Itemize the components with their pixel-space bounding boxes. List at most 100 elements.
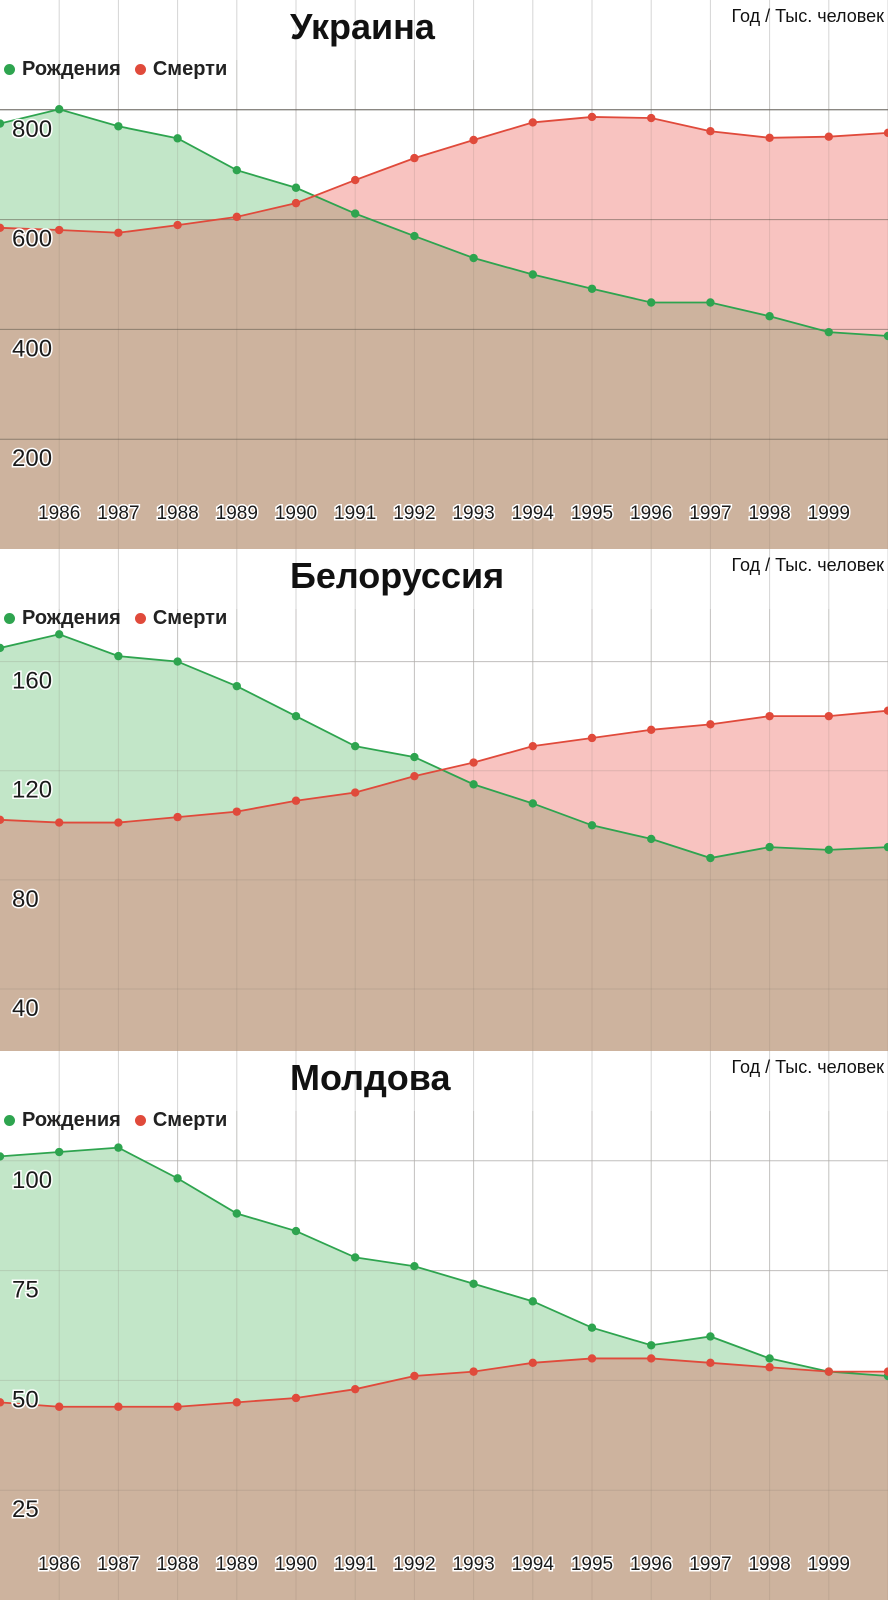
data-point-births: [55, 1147, 64, 1157]
data-point-deaths: [232, 807, 241, 816]
y-tick-label: 800: [12, 116, 52, 143]
data-point-deaths: [114, 818, 123, 827]
data-point-deaths: [351, 1384, 360, 1394]
data-point-births: [528, 1297, 537, 1306]
data-point-deaths: [765, 133, 774, 142]
area-overlap: [0, 195, 888, 549]
x-tick-label: 1989: [216, 503, 258, 524]
data-point-births: [351, 741, 360, 751]
data-point-births: [0, 643, 5, 653]
y-tick-label: 200: [12, 445, 52, 472]
data-point-deaths: [647, 113, 656, 123]
legend-marker-deaths: [134, 1115, 146, 1126]
chart-panel-ukraine: 800 600 400 200 1986 1987 1988 1989 1990 1991 1992…: [0, 0, 888, 549]
legend-marker-births: [4, 613, 15, 624]
data-point-deaths: [0, 223, 5, 233]
data-point-deaths: [351, 175, 360, 185]
data-point-births: [765, 1354, 774, 1363]
data-point-births: [291, 711, 301, 721]
data-point-births: [647, 834, 656, 844]
y-tick-label: 400: [12, 335, 52, 362]
data-point-births: [55, 105, 64, 114]
legend-label-deaths: Смерти: [152, 58, 228, 80]
data-point-deaths: [173, 812, 182, 822]
data-point-deaths: [291, 1393, 301, 1403]
x-tick-label: 1993: [452, 1554, 494, 1575]
data-point-births: [824, 845, 833, 855]
x-tick-label: 1990: [275, 503, 317, 524]
data-point-deaths: [410, 153, 419, 163]
data-point-births: [55, 630, 64, 639]
series-line-deaths: [0, 1357, 888, 1408]
y-tick-label: 40: [12, 995, 39, 1022]
data-point-deaths: [173, 1402, 182, 1411]
data-point-births: [824, 327, 833, 337]
data-point-deaths: [0, 1398, 5, 1407]
data-point-deaths: [765, 711, 774, 721]
data-point-births: [469, 1279, 478, 1288]
data-point-births: [469, 253, 478, 263]
series-line-births: [0, 108, 888, 337]
data-point-births: [706, 298, 715, 307]
legend-label-births: Рождения: [22, 58, 121, 80]
data-point-births: [647, 298, 656, 307]
data-point-deaths: [291, 198, 301, 208]
data-point-deaths: [706, 720, 715, 729]
data-point-deaths: [647, 1354, 656, 1363]
data-point-deaths: [647, 725, 656, 734]
legend-marker-births: [4, 64, 15, 75]
data-point-deaths: [587, 112, 597, 122]
x-tick-label: 1993: [452, 503, 494, 524]
chart-canvas: 160 120 80 40: [0, 549, 888, 1051]
x-tick-label: 1987: [97, 503, 139, 524]
data-point-deaths: [55, 1402, 64, 1411]
series-line-deaths: [0, 116, 888, 234]
data-point-deaths: [528, 1358, 537, 1368]
data-point-births: [291, 183, 301, 192]
data-point-births: [528, 270, 537, 279]
data-point-deaths: [469, 758, 478, 767]
chart-canvas: 800 600 400 200 1986 1987 1988 1989 1990 1991 1992…: [0, 0, 888, 549]
legend-item-deaths: Смерти: [134, 1109, 228, 1132]
x-tick-label: 1995: [571, 503, 613, 524]
legend: Рождения Смерти: [4, 607, 241, 630]
legend-label-births: Рождения: [22, 607, 121, 629]
data-point-deaths: [587, 1354, 597, 1363]
data-point-births: [765, 842, 774, 852]
data-point-deaths: [883, 1367, 888, 1376]
legend-marker-deaths: [134, 613, 146, 624]
data-point-births: [232, 681, 241, 691]
x-tick-label: 1986: [38, 503, 80, 524]
units-label: Год / Тыс. человек: [731, 1057, 884, 1077]
data-point-births: [765, 312, 774, 321]
x-tick-label: 1996: [630, 1554, 672, 1575]
x-tick-label: 1998: [748, 1554, 790, 1575]
data-point-deaths: [883, 128, 888, 138]
legend-item-deaths: Смерти: [134, 607, 227, 630]
data-point-births: [587, 821, 597, 830]
y-tick-label: 120: [12, 777, 52, 804]
data-point-deaths: [469, 1367, 478, 1376]
legend-label-deaths: Смерти: [152, 1109, 228, 1131]
y-tick-label: 160: [12, 668, 52, 695]
data-point-births: [469, 780, 478, 789]
data-point-births: [232, 165, 241, 175]
x-tick-label: 1998: [748, 503, 790, 524]
units-label: Год / Тыс. человек: [731, 555, 884, 575]
data-point-births: [410, 752, 419, 762]
data-point-births: [291, 1226, 301, 1236]
data-point-births: [410, 231, 419, 241]
legend-label-births: Рождения: [22, 1109, 121, 1131]
x-tick-label: 1994: [512, 503, 555, 524]
data-point-deaths: [706, 127, 715, 136]
x-tick-label: 1988: [156, 503, 198, 524]
data-point-deaths: [824, 132, 833, 141]
data-point-deaths: [55, 225, 64, 235]
x-tick-label: 1996: [630, 503, 672, 524]
chart-panel-belarus: 160 120 80 40 Белоруссия Год / Тыс. человек…: [0, 549, 888, 1051]
data-point-deaths: [824, 1367, 833, 1376]
area-overlap: [0, 1358, 888, 1600]
data-point-deaths: [528, 118, 537, 127]
legend-marker-deaths: [134, 64, 146, 75]
data-point-deaths: [706, 1358, 715, 1368]
